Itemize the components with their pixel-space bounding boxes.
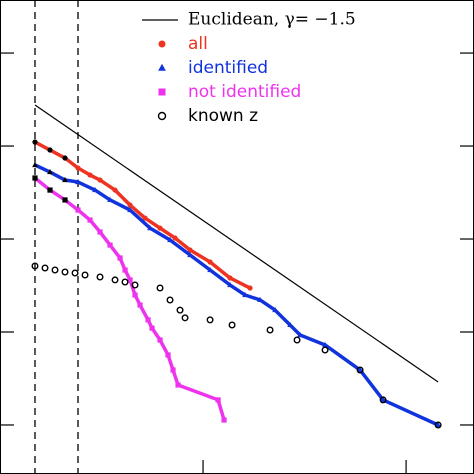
series-line bbox=[33, 176, 226, 421]
point bbox=[157, 337, 163, 343]
point bbox=[187, 247, 193, 253]
point bbox=[87, 172, 93, 178]
point bbox=[176, 306, 184, 314]
point bbox=[117, 255, 123, 261]
point bbox=[32, 161, 38, 168]
point bbox=[187, 251, 193, 258]
point bbox=[357, 366, 363, 373]
point bbox=[181, 314, 189, 322]
point bbox=[112, 187, 118, 193]
point bbox=[266, 326, 274, 334]
point bbox=[127, 206, 133, 213]
point bbox=[137, 302, 143, 308]
point bbox=[435, 421, 441, 428]
point bbox=[71, 269, 79, 277]
legend-marker bbox=[158, 40, 166, 48]
point bbox=[207, 259, 213, 265]
point bbox=[149, 325, 155, 331]
point bbox=[356, 366, 364, 374]
point bbox=[47, 168, 53, 175]
point bbox=[132, 292, 138, 298]
point bbox=[142, 215, 148, 221]
point bbox=[127, 277, 133, 283]
legend-label: not identified bbox=[188, 82, 301, 102]
point bbox=[293, 336, 301, 344]
point bbox=[62, 155, 68, 161]
legend-label: identified bbox=[188, 58, 268, 78]
point bbox=[31, 262, 39, 270]
point bbox=[215, 397, 221, 403]
point bbox=[172, 235, 178, 241]
point bbox=[131, 281, 139, 289]
point bbox=[81, 271, 89, 279]
point bbox=[221, 417, 227, 423]
legend-marker bbox=[158, 88, 166, 96]
point bbox=[75, 178, 81, 185]
legend-marker bbox=[157, 111, 167, 121]
point bbox=[257, 296, 263, 303]
point bbox=[41, 264, 49, 272]
point bbox=[156, 284, 164, 292]
point bbox=[75, 207, 81, 213]
point bbox=[228, 321, 236, 329]
point bbox=[379, 396, 387, 404]
point bbox=[62, 176, 68, 183]
point bbox=[87, 217, 93, 223]
reference-line bbox=[34, 104, 439, 383]
point bbox=[75, 165, 81, 171]
point bbox=[111, 276, 119, 284]
point bbox=[147, 224, 153, 231]
point bbox=[92, 186, 98, 193]
point bbox=[165, 352, 171, 358]
point bbox=[272, 306, 278, 313]
legend-label: known z bbox=[188, 106, 258, 126]
point bbox=[47, 147, 53, 153]
point bbox=[121, 278, 129, 286]
series-line bbox=[34, 163, 439, 427]
point bbox=[107, 242, 113, 248]
point bbox=[127, 202, 133, 208]
point bbox=[242, 291, 248, 298]
point bbox=[97, 229, 103, 235]
point bbox=[247, 285, 253, 291]
point bbox=[32, 175, 38, 181]
legend-marker bbox=[158, 63, 166, 71]
point bbox=[145, 317, 151, 323]
point bbox=[297, 331, 303, 338]
point bbox=[434, 421, 442, 429]
point bbox=[96, 273, 104, 281]
point bbox=[227, 275, 233, 281]
point bbox=[61, 268, 69, 276]
point bbox=[380, 396, 386, 402]
point bbox=[97, 177, 103, 183]
point bbox=[107, 196, 113, 203]
point bbox=[287, 321, 293, 328]
point bbox=[32, 139, 38, 145]
point bbox=[122, 267, 128, 273]
point bbox=[157, 225, 163, 231]
point bbox=[227, 281, 233, 288]
point bbox=[170, 367, 176, 373]
point bbox=[175, 382, 181, 388]
legend-label: Euclidean, γ= −1.5 bbox=[188, 10, 356, 30]
point bbox=[51, 266, 59, 274]
point bbox=[206, 316, 214, 324]
series-line bbox=[34, 140, 251, 290]
point bbox=[166, 296, 174, 304]
point bbox=[322, 341, 328, 348]
point bbox=[321, 346, 329, 354]
point bbox=[62, 197, 68, 203]
point bbox=[207, 266, 213, 273]
point bbox=[47, 187, 53, 193]
point bbox=[167, 236, 173, 243]
legend-label: all bbox=[188, 34, 208, 54]
